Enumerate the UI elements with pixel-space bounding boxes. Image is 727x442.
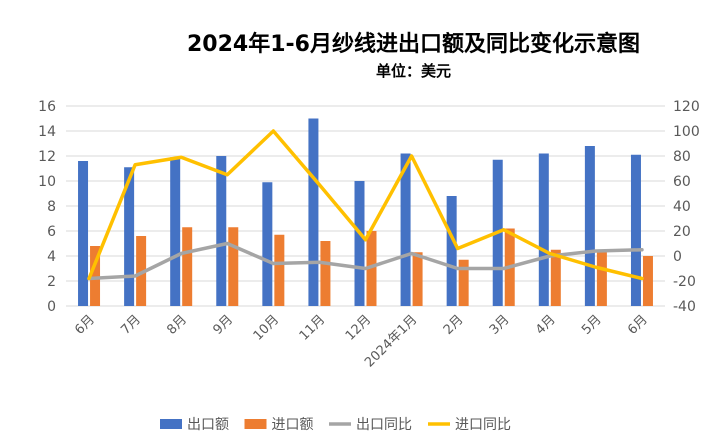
x-tick-label: 7月: [118, 312, 144, 338]
legend-label: 出口同比: [356, 417, 412, 433]
export-bar: [354, 181, 365, 306]
chart-title: 2024年1-6月纱线进出口额及同比变化示意图: [187, 32, 640, 57]
import-yoy-line: [87, 129, 644, 281]
import-bar: [458, 259, 469, 306]
y-left-tick-label: 2: [47, 274, 56, 290]
import-bar: [642, 256, 653, 306]
import-bar: [412, 252, 423, 306]
y-left-tick-label: 8: [47, 199, 56, 215]
lines-group: [87, 129, 644, 281]
import-bar: [228, 227, 239, 306]
x-tick-label: 3月: [487, 312, 513, 338]
export-bar: [538, 153, 549, 306]
import-bar: [136, 236, 147, 306]
y-left-tick-label: 6: [47, 224, 56, 240]
legend-label: 进口同比: [455, 417, 511, 433]
export-yoy-line: [87, 241, 644, 281]
gridlines: [66, 105, 665, 307]
y-right-tick-label: -40: [673, 299, 696, 315]
y-right-tick-label: 80: [673, 149, 691, 165]
export-bar: [400, 153, 411, 306]
x-tick-label: 2月: [441, 312, 467, 338]
y-right-tick-label: 100: [673, 124, 700, 140]
y-left-tick-label: 10: [38, 174, 56, 190]
y-left-tick-label: 16: [38, 99, 56, 115]
export-bar: [584, 146, 595, 306]
export-bar: [78, 161, 89, 306]
y-right-tick-label: 0: [673, 249, 682, 265]
import-bar: [274, 234, 285, 306]
bars-group: [78, 118, 653, 306]
x-tick-label: 4月: [533, 312, 559, 338]
x-tick-label: 5月: [579, 312, 605, 338]
y-axis-right: -40 -20 0 20 40 60 80 100 120: [673, 99, 700, 315]
import-bar: [182, 227, 193, 306]
y-right-tick-label: 40: [673, 199, 691, 215]
y-left-tick-label: 4: [47, 249, 56, 265]
x-tick-label: 6月: [72, 312, 98, 338]
y-left-tick-label: 14: [38, 124, 56, 140]
y-left-tick-label: 12: [38, 149, 56, 165]
import-bar: [320, 241, 331, 306]
import-bar: [550, 249, 561, 306]
legend-label: 进口额: [272, 417, 314, 433]
export-bar: [170, 157, 181, 306]
import-bar: [366, 231, 377, 306]
y-right-tick-label: 120: [673, 99, 700, 115]
x-tick-label: 12月: [343, 312, 374, 343]
y-left-tick-label: 0: [47, 299, 56, 315]
legend-label: 出口额: [187, 417, 229, 433]
legend: 出口额 进口额 出口同比 进口同比: [160, 417, 511, 433]
legend-swatch-bar: [244, 419, 267, 429]
x-tick-label: 8月: [164, 312, 190, 338]
chart-subtitle: 单位：美元: [375, 62, 451, 80]
export-bar: [308, 118, 319, 306]
x-tick-label: 10月: [251, 312, 282, 343]
y-right-tick-label: 20: [673, 224, 691, 240]
import-bar: [596, 252, 607, 306]
x-tick-label: 11月: [297, 312, 328, 343]
export-bar: [446, 196, 457, 306]
import-bar: [90, 246, 101, 306]
export-bar: [630, 154, 641, 306]
export-bar: [216, 156, 227, 306]
y-axis-left: 0 2 4 6 8 10 12 14 16: [38, 99, 56, 315]
x-tick-label: 9月: [210, 312, 236, 338]
legend-swatch-bar: [160, 419, 182, 429]
y-right-tick-label: -20: [673, 274, 696, 290]
export-bar: [124, 167, 135, 306]
export-bar: [262, 182, 273, 306]
x-tick-label: 6月: [625, 312, 651, 338]
y-right-tick-label: 60: [673, 174, 691, 190]
